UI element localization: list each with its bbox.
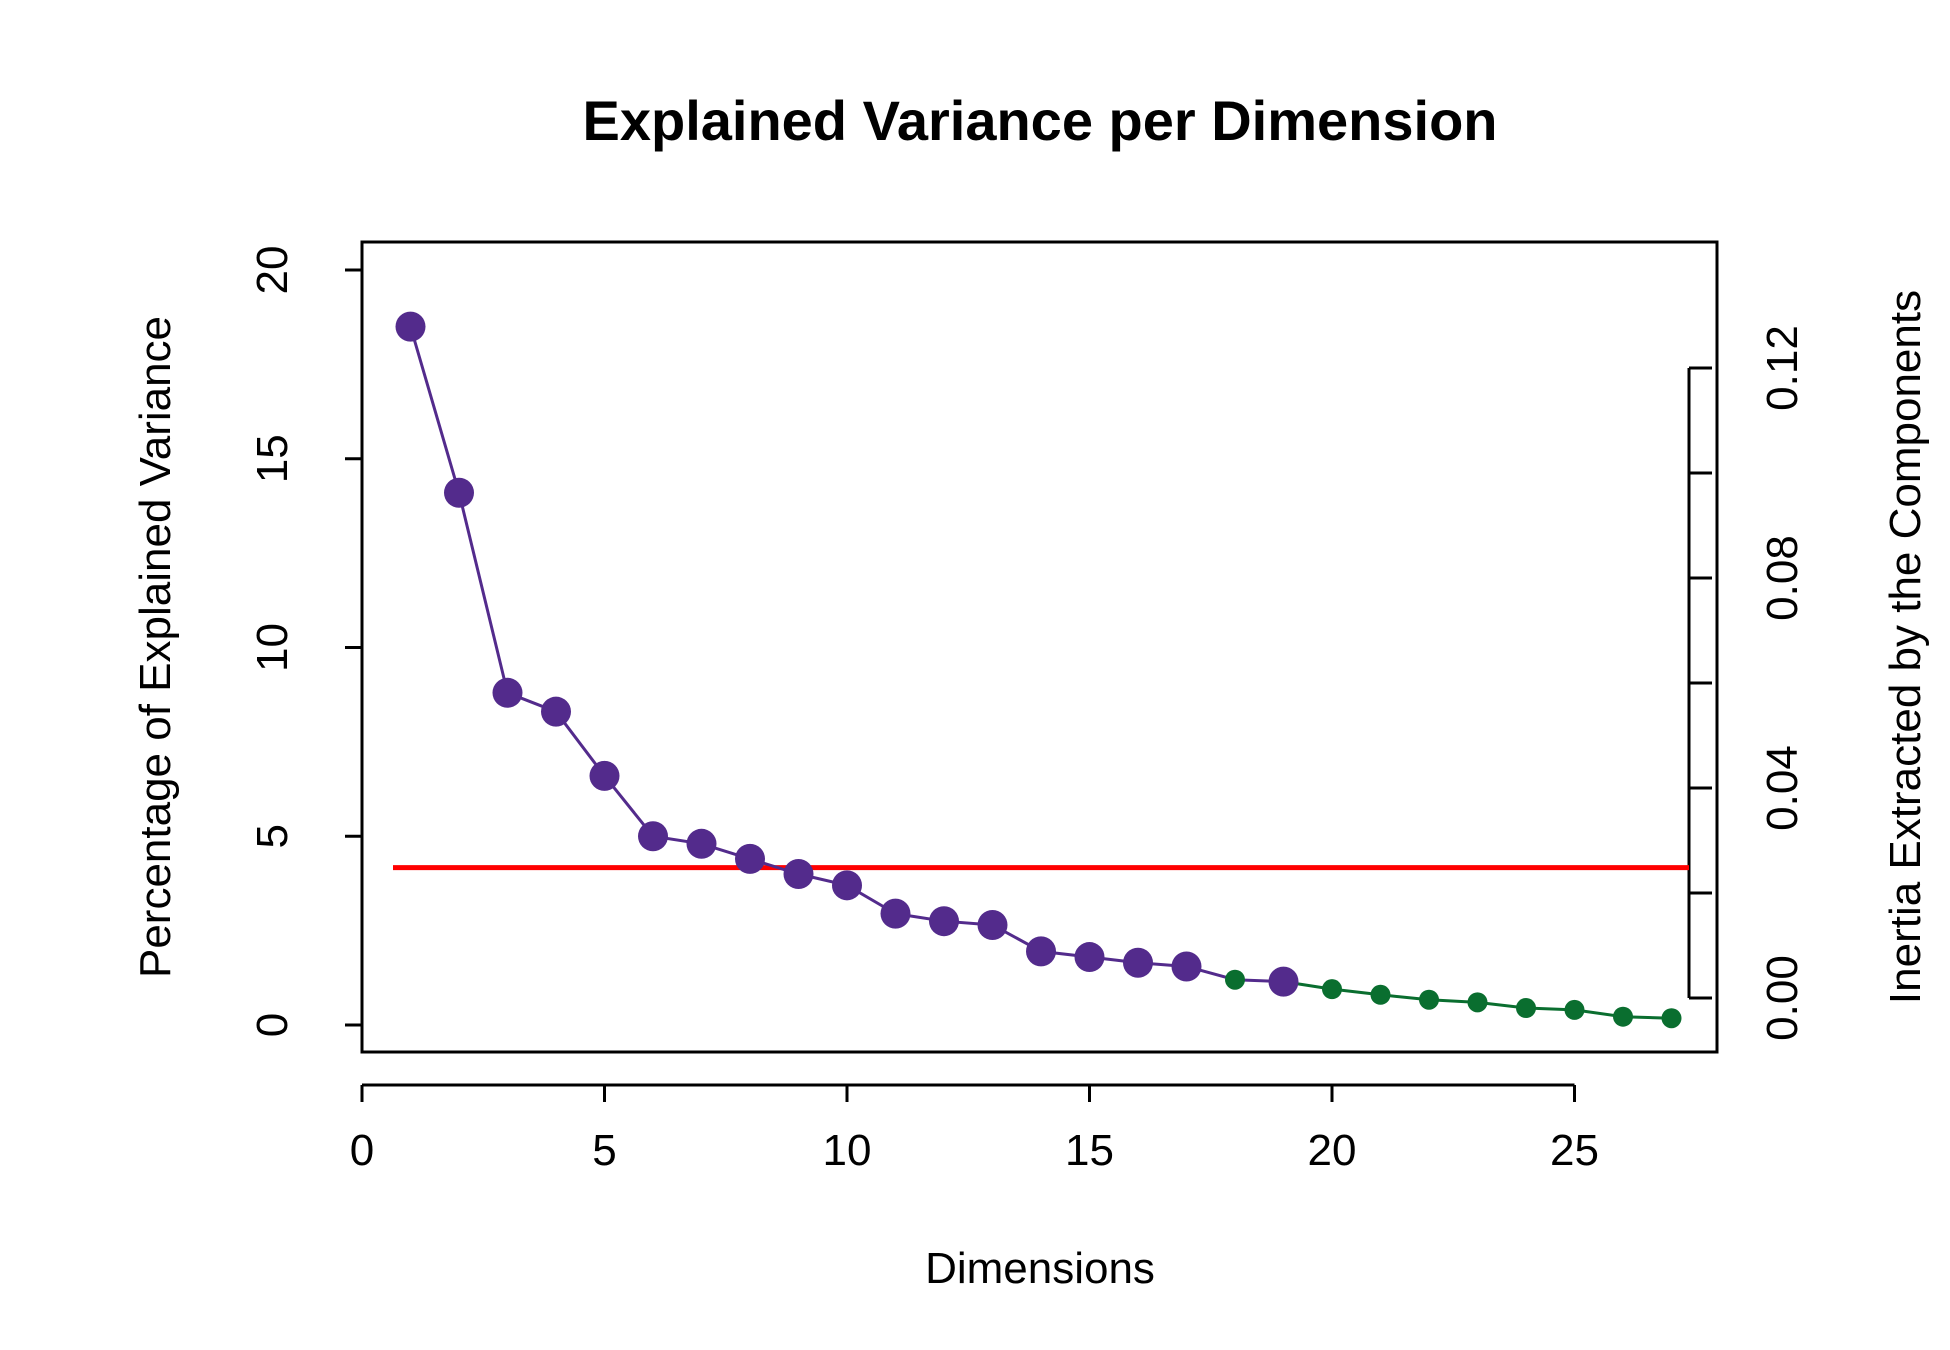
data-point [1123, 947, 1153, 978]
y-tick-label: 10 [248, 623, 297, 672]
y-axis-label: Percentage of Explained Variance [131, 316, 180, 978]
data-point [832, 870, 862, 901]
data-point [492, 677, 523, 708]
x-tick-label: 25 [1550, 1126, 1599, 1175]
data-point [1026, 936, 1056, 967]
x-tick-label: 5 [592, 1126, 616, 1175]
data-points [395, 311, 1682, 1029]
data-point [1419, 989, 1439, 1010]
data-point [1370, 984, 1391, 1005]
data-point [1564, 999, 1585, 1020]
data-point [1516, 998, 1536, 1019]
y-right-tick-label: 0.04 [1758, 745, 1807, 831]
x-tick-label: 20 [1308, 1126, 1357, 1175]
data-point [1268, 966, 1299, 997]
data-point [1171, 951, 1202, 982]
data-point [735, 843, 765, 874]
data-point [1074, 942, 1105, 973]
chart-title: Explained Variance per Dimension [582, 89, 1497, 152]
y-axis-right: 0.00 0.04 0.08 0.12 [1687, 325, 1807, 1041]
y-tick-label: 15 [248, 434, 297, 483]
data-point [1661, 1008, 1682, 1029]
data-point [1613, 1006, 1633, 1027]
data-point [977, 909, 1008, 940]
x-tick-label: 10 [823, 1126, 872, 1175]
x-tick-label: 0 [350, 1126, 374, 1175]
data-point [686, 828, 717, 859]
data-point [638, 821, 668, 852]
y-right-tick-label: 0.12 [1758, 325, 1807, 411]
data-point [1322, 979, 1342, 1000]
data-point [880, 898, 911, 929]
y-axis-right-label: Inertia Extracted by the Components [1881, 290, 1930, 1004]
data-point [541, 696, 571, 727]
data-point [929, 906, 959, 937]
x-axis-label: Dimensions [925, 1244, 1155, 1293]
plot-area-frame [360, 240, 1719, 1054]
y-tick-label: 20 [248, 246, 297, 295]
data-point [1467, 992, 1488, 1013]
y-right-tick-label: 0.00 [1758, 955, 1807, 1041]
data-point [589, 760, 620, 791]
data-point [444, 477, 474, 508]
x-tick-label: 15 [1065, 1126, 1114, 1175]
x-axis: 0 5 10 15 20 25 [350, 1083, 1599, 1175]
data-point [395, 311, 426, 342]
data-point [783, 859, 814, 889]
y-tick-label: 0 [248, 1013, 297, 1037]
y-right-tick-label: 0.08 [1758, 535, 1807, 621]
y-tick-label: 5 [248, 824, 297, 848]
y-axis: 0 5 10 15 20 [248, 246, 364, 1037]
data-point [1225, 969, 1245, 990]
